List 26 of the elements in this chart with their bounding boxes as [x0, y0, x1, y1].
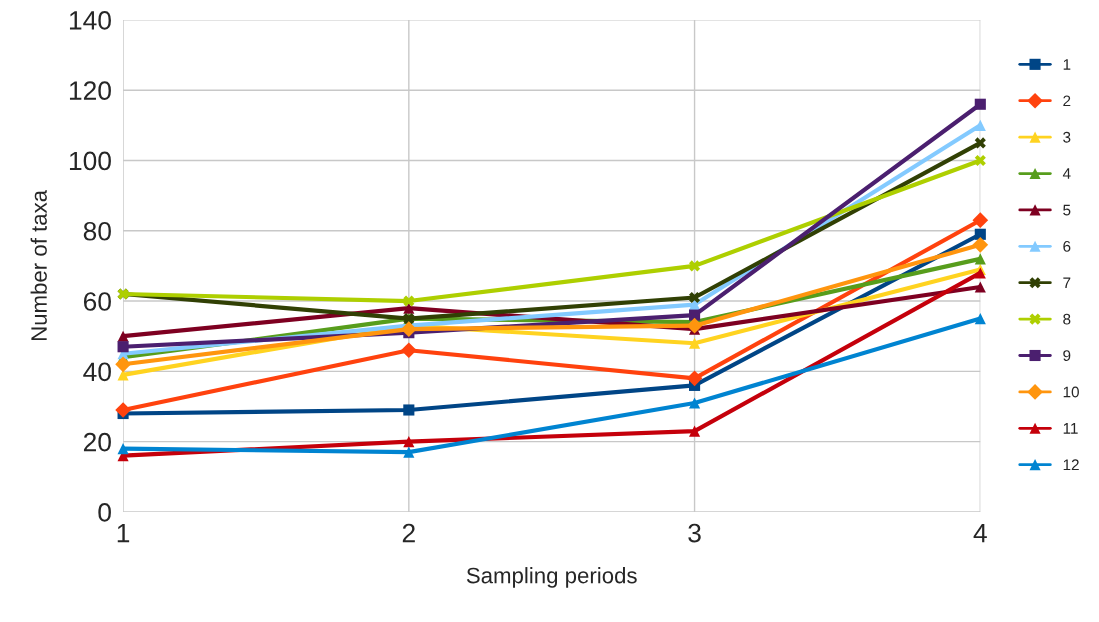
x-tick-label: 3 — [688, 523, 701, 543]
legend-label: 1 — [1063, 59, 1071, 70]
legend-label: 4 — [1062, 168, 1071, 179]
x-tick-label: 4 — [973, 523, 987, 543]
legend-label: 12 — [1063, 459, 1079, 471]
legend-label: 5 — [1063, 204, 1071, 216]
y-tick-label: 120 — [69, 81, 111, 101]
x-tick-label: 1 — [117, 523, 130, 543]
x-tick-label: 2 — [402, 523, 415, 543]
legend-label: 9 — [1063, 350, 1071, 361]
y-tick-label: 100 — [69, 151, 111, 171]
legend-label: 2 — [1063, 95, 1071, 107]
legend-label: 11 — [1063, 423, 1078, 434]
y-axis-title: Number of taxa — [30, 189, 47, 341]
legend-label: 6 — [1063, 240, 1071, 252]
y-tick-label: 0 — [98, 503, 111, 522]
legend-label: 8 — [1063, 313, 1071, 325]
y-tick-label: 40 — [83, 362, 111, 382]
y-tick-label: 140 — [69, 11, 111, 30]
legend-label: 3 — [1063, 131, 1071, 143]
legend-label: 10 — [1063, 386, 1079, 398]
y-tick-label: 80 — [83, 221, 111, 241]
y-tick-label: 60 — [83, 292, 111, 311]
legend-label: 7 — [1063, 277, 1071, 289]
x-axis-title: Sampling periods — [466, 567, 637, 588]
y-tick-label: 20 — [83, 432, 111, 452]
